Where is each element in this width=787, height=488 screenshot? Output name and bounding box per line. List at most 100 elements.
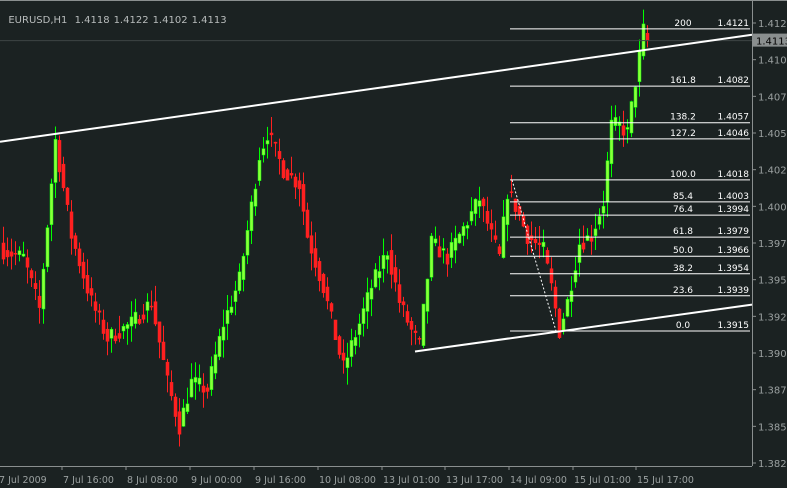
candle xyxy=(245,220,250,265)
candle xyxy=(381,238,386,283)
candle-body xyxy=(509,191,514,193)
candle xyxy=(173,393,178,427)
candle-body xyxy=(549,268,554,284)
candle xyxy=(325,277,330,310)
candle-body xyxy=(209,366,214,390)
candle xyxy=(201,373,206,408)
candle xyxy=(449,232,454,269)
candle xyxy=(641,9,646,60)
candle-body xyxy=(197,377,202,385)
candle xyxy=(537,226,542,259)
candle-body xyxy=(61,163,66,189)
price-tick-label: 1.4075 xyxy=(758,92,787,103)
candle xyxy=(285,168,290,181)
candle-body xyxy=(353,337,358,346)
candle xyxy=(321,272,326,298)
candle-body xyxy=(205,387,210,392)
candle xyxy=(17,246,22,262)
candle-body xyxy=(85,275,90,294)
candle xyxy=(145,293,150,323)
candle xyxy=(621,110,626,147)
candle-body xyxy=(9,251,14,257)
candle-body xyxy=(69,211,74,239)
candle-body xyxy=(421,303,426,346)
candle xyxy=(437,235,442,258)
candle-body xyxy=(537,242,542,245)
candle xyxy=(1,226,6,265)
candle-body xyxy=(393,267,398,283)
candle xyxy=(501,199,506,259)
candle-body xyxy=(445,253,450,265)
candle xyxy=(141,304,146,324)
candle xyxy=(469,197,474,226)
candle xyxy=(413,325,418,345)
time-tick-label: 14 Jul 09:00 xyxy=(510,475,567,486)
fibo-price-label: 1.4003 xyxy=(718,192,750,202)
candle xyxy=(257,147,262,186)
candle-body xyxy=(461,226,466,236)
candle-body xyxy=(297,180,302,190)
price-tick-label: 1.4025 xyxy=(758,166,787,177)
candle xyxy=(249,195,254,244)
fibo-price-label: 1.4121 xyxy=(718,19,750,29)
candle xyxy=(637,39,642,97)
candle-body xyxy=(21,253,26,257)
candle-body xyxy=(265,140,270,145)
candle-body xyxy=(637,50,642,82)
candle-body xyxy=(633,86,638,108)
candle-body xyxy=(645,33,650,41)
candle-body xyxy=(313,248,318,268)
candle xyxy=(25,249,30,284)
candle-body xyxy=(137,319,142,324)
candle xyxy=(433,226,438,247)
candle-body xyxy=(73,235,78,249)
candle xyxy=(209,356,214,396)
candle xyxy=(205,383,210,399)
candle-body xyxy=(433,238,438,244)
candle xyxy=(9,238,14,270)
candle xyxy=(397,269,402,313)
candle-body xyxy=(309,235,314,254)
candle-body xyxy=(101,319,106,334)
candle-body xyxy=(41,268,46,310)
candle xyxy=(385,251,390,274)
candle-body xyxy=(229,306,234,313)
fibo-price-label: 1.4046 xyxy=(718,129,750,139)
candle-body xyxy=(409,320,414,330)
candle xyxy=(21,241,26,258)
candle xyxy=(581,225,586,253)
candle-body xyxy=(141,314,146,320)
candle xyxy=(277,138,282,175)
candle-body xyxy=(593,228,598,236)
candle xyxy=(361,297,366,337)
candle xyxy=(597,208,602,230)
candle xyxy=(509,174,514,198)
time-tick-label: 15 Jul 01:00 xyxy=(574,475,631,486)
current-price-box xyxy=(753,33,787,47)
candle xyxy=(605,151,610,218)
fibo-level-label: 0.0 xyxy=(676,321,691,331)
candle-body xyxy=(193,377,198,383)
high-value: 1.4122 xyxy=(113,15,149,26)
fibo-price-label: 1.4082 xyxy=(718,76,750,86)
candle-body xyxy=(305,209,310,238)
candle xyxy=(365,277,370,329)
candle-body xyxy=(269,132,274,136)
candle-body xyxy=(425,278,430,312)
candle-body xyxy=(641,23,646,57)
candle xyxy=(473,198,478,226)
candle xyxy=(497,243,502,257)
candle xyxy=(441,238,446,264)
candle-body xyxy=(257,159,262,181)
open-value: 1.4118 xyxy=(74,15,110,26)
price-tick-label: 1.3850 xyxy=(758,422,787,433)
candle-body xyxy=(529,235,534,241)
candle xyxy=(357,313,362,348)
candle xyxy=(225,294,230,340)
candle-body xyxy=(245,230,250,256)
candle xyxy=(633,86,638,118)
close-value: 1.4113 xyxy=(191,15,227,26)
candle-body xyxy=(405,311,410,323)
